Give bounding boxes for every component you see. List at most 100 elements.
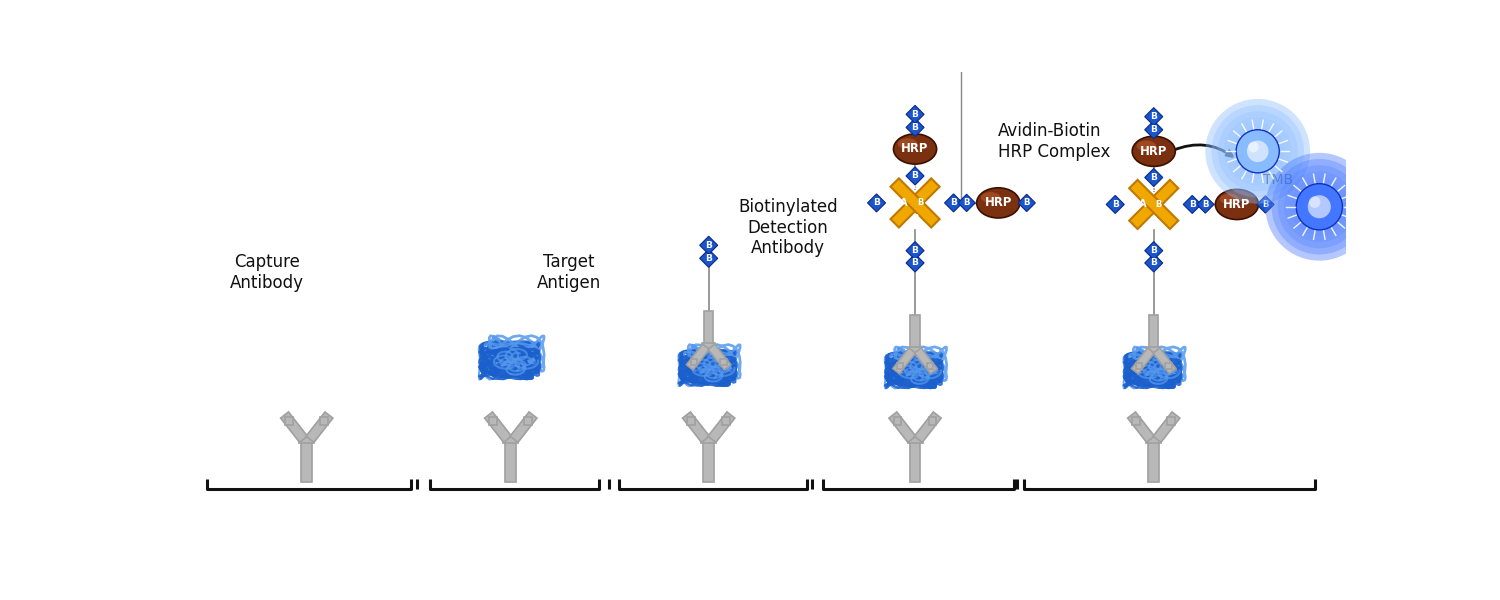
Text: B: B (912, 182, 918, 191)
Text: A: A (1138, 199, 1146, 209)
Text: B: B (1150, 259, 1156, 268)
Polygon shape (302, 439, 312, 482)
Polygon shape (1166, 363, 1172, 369)
Text: B: B (963, 199, 970, 208)
Text: Capture
Antibody: Capture Antibody (230, 253, 303, 292)
Polygon shape (1184, 196, 1202, 214)
Circle shape (1284, 172, 1354, 242)
Polygon shape (910, 314, 920, 350)
Polygon shape (708, 412, 735, 442)
Polygon shape (704, 311, 714, 347)
Ellipse shape (1137, 140, 1156, 151)
Polygon shape (1144, 169, 1162, 187)
Ellipse shape (981, 192, 1000, 203)
Polygon shape (708, 344, 730, 370)
Polygon shape (1130, 180, 1179, 229)
Circle shape (1246, 140, 1269, 162)
Circle shape (1278, 165, 1360, 248)
Polygon shape (928, 417, 936, 425)
Polygon shape (704, 439, 714, 482)
Text: HRP: HRP (902, 142, 928, 155)
Text: Target
Antigen: Target Antigen (537, 253, 600, 292)
Polygon shape (321, 417, 328, 425)
Polygon shape (891, 178, 939, 227)
Polygon shape (906, 242, 924, 260)
Circle shape (1310, 196, 1320, 208)
Text: HRP: HRP (1222, 198, 1251, 211)
Polygon shape (1130, 180, 1179, 229)
Text: B: B (1150, 112, 1156, 121)
Circle shape (1218, 111, 1298, 191)
Polygon shape (723, 417, 730, 425)
Text: B: B (1150, 246, 1156, 255)
Circle shape (1212, 105, 1304, 197)
Polygon shape (1128, 412, 1155, 442)
Text: B: B (912, 110, 918, 119)
Text: B: B (1150, 173, 1156, 182)
Polygon shape (285, 417, 292, 425)
Text: B: B (912, 123, 918, 132)
Polygon shape (1144, 242, 1162, 260)
Polygon shape (1149, 314, 1158, 350)
Polygon shape (298, 436, 315, 443)
Text: HRP: HRP (984, 196, 1012, 209)
Circle shape (1224, 118, 1292, 185)
Polygon shape (1149, 439, 1160, 482)
Circle shape (1272, 159, 1366, 254)
Polygon shape (1154, 348, 1176, 374)
Polygon shape (484, 412, 512, 442)
Ellipse shape (1132, 136, 1176, 166)
Text: B: B (1112, 200, 1119, 209)
Circle shape (1236, 130, 1280, 173)
Polygon shape (1148, 347, 1160, 354)
Text: A: A (900, 198, 908, 208)
Polygon shape (1144, 121, 1162, 139)
Polygon shape (699, 250, 717, 268)
Text: B: B (916, 199, 924, 208)
Ellipse shape (894, 134, 936, 164)
Circle shape (1290, 178, 1348, 236)
Text: HRP: HRP (1140, 145, 1167, 158)
Text: B: B (873, 199, 880, 208)
Polygon shape (1144, 107, 1162, 125)
Text: B: B (1150, 184, 1156, 193)
Polygon shape (945, 194, 963, 212)
Polygon shape (1197, 196, 1214, 213)
Polygon shape (1167, 417, 1174, 425)
Polygon shape (1144, 254, 1162, 272)
Text: B: B (950, 199, 957, 208)
Text: B: B (912, 172, 918, 181)
Text: B: B (912, 214, 918, 223)
Polygon shape (1019, 194, 1035, 212)
Polygon shape (1257, 196, 1274, 213)
Polygon shape (690, 359, 698, 365)
Polygon shape (906, 167, 924, 185)
Text: B: B (912, 259, 918, 268)
Polygon shape (909, 439, 921, 482)
Polygon shape (906, 106, 924, 124)
Polygon shape (687, 417, 694, 425)
Text: B: B (1150, 125, 1156, 134)
Text: Avidin-Biotin
HRP Complex: Avidin-Biotin HRP Complex (998, 122, 1110, 161)
Polygon shape (892, 348, 915, 374)
Polygon shape (504, 436, 519, 443)
Polygon shape (897, 363, 903, 369)
Ellipse shape (898, 138, 916, 149)
Ellipse shape (1215, 190, 1258, 220)
Polygon shape (894, 417, 902, 425)
Polygon shape (890, 412, 916, 442)
Circle shape (1206, 99, 1310, 203)
Polygon shape (927, 363, 933, 369)
Polygon shape (489, 417, 496, 425)
Ellipse shape (1220, 194, 1239, 205)
Polygon shape (915, 348, 938, 374)
Polygon shape (906, 118, 924, 136)
Polygon shape (510, 412, 537, 442)
Polygon shape (306, 412, 333, 442)
Polygon shape (1106, 196, 1125, 214)
Text: B: B (1202, 200, 1209, 209)
Polygon shape (1136, 363, 1142, 369)
Polygon shape (1131, 348, 1155, 374)
Circle shape (1266, 153, 1372, 260)
Polygon shape (915, 412, 940, 442)
